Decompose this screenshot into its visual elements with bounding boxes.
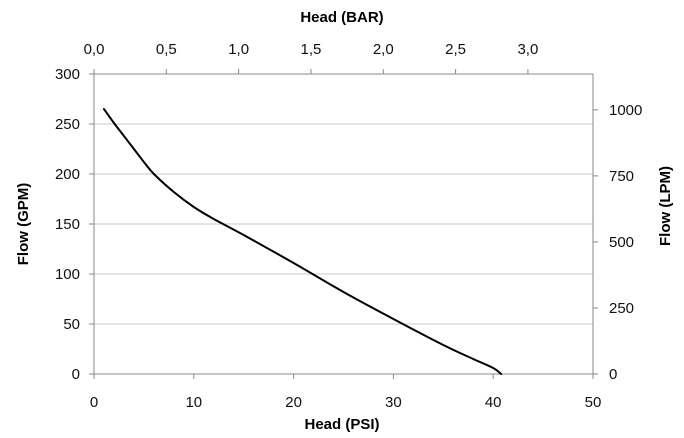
y-tick-label: 100 [55,266,80,283]
x2-tick-label: 2,5 [445,41,466,58]
x2-tick-label: 0,5 [156,41,177,58]
axes [89,69,598,379]
y-axis-title: Flow (GPM) [15,183,32,266]
y2-tick-label: 500 [609,234,634,251]
y-tick-label: 150 [55,216,80,233]
y2-tick-label: 250 [609,300,634,317]
series-layer [102,108,503,375]
x-axis-title: Head (PSI) [304,416,379,433]
y2-axis-title: Flow (LPM) [657,166,674,246]
y-tick-label: 0 [72,366,80,383]
y2-tick-label: 750 [609,168,634,185]
x2-tick-label: 0,0 [84,41,105,58]
x-tick-label: 40 [485,394,502,411]
y2-tick-label: 1000 [609,102,642,119]
gridlines [94,73,593,325]
x-tick-label: 10 [185,394,202,411]
x2-tick-label: 2,0 [373,41,394,58]
x2-tick-label: 1,5 [301,41,322,58]
y2-tick-label: 0 [609,366,617,383]
x-tick-label: 0 [90,394,98,411]
y-tick-label: 50 [63,316,80,333]
series-line [102,108,503,375]
x2-tick-label: 1,0 [228,41,249,58]
y-tick-label: 300 [55,66,80,83]
x-tick-label: 50 [585,394,602,411]
x2-tick-label: 3,0 [517,41,538,58]
y-tick-label: 200 [55,166,80,183]
y-tick-label: 250 [55,116,80,133]
x-tick-label: 30 [385,394,402,411]
x2-axis-title: Head (BAR) [300,9,383,26]
x-tick-label: 20 [285,394,302,411]
